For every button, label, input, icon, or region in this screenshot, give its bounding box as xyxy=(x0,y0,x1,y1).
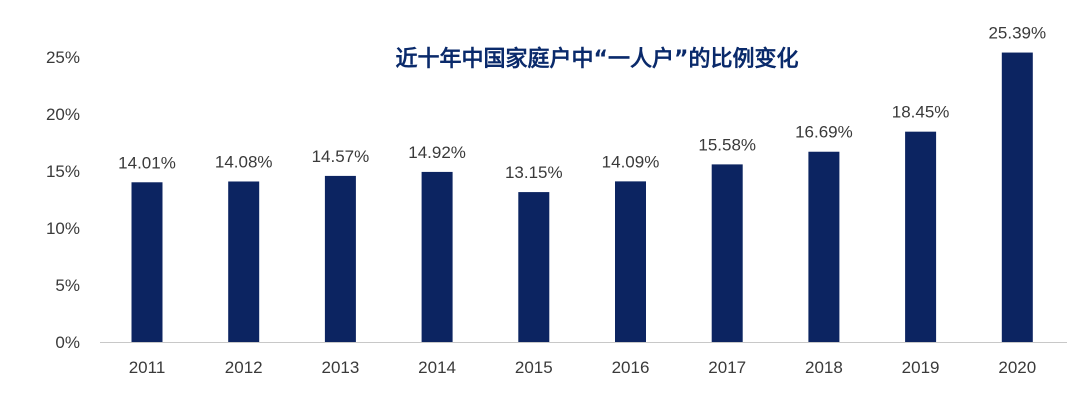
bar xyxy=(131,182,163,342)
data-label: 16.69% xyxy=(795,123,853,142)
x-tick-label: 2012 xyxy=(225,358,263,377)
data-label: 25.39% xyxy=(988,24,1046,43)
bar xyxy=(808,151,840,342)
data-label: 14.57% xyxy=(312,147,370,166)
x-tick-label: 2018 xyxy=(805,358,843,377)
bar xyxy=(518,192,550,342)
data-label: 18.45% xyxy=(892,103,950,122)
data-label: 14.92% xyxy=(408,143,466,162)
y-tick-label: 10% xyxy=(46,219,80,238)
y-tick-label: 5% xyxy=(55,276,80,295)
x-tick-label: 2011 xyxy=(129,358,166,377)
data-label: 15.58% xyxy=(698,135,756,154)
bar xyxy=(228,181,260,342)
bars: 14.01% 14.08% 14.57% 14.92% 13.15% 14.09% 15.5… xyxy=(118,24,1046,342)
x-tick-label: 2020 xyxy=(998,358,1036,377)
x-tick-label: 2013 xyxy=(321,358,359,377)
y-axis: 0% 5% 10% 15% 20% 25% xyxy=(46,48,80,352)
x-tick-label: 2019 xyxy=(902,358,940,377)
y-tick-label: 25% xyxy=(46,48,80,67)
x-tick-label: 2015 xyxy=(515,358,553,377)
bar xyxy=(324,175,356,342)
bar xyxy=(615,181,646,342)
x-tick-label: 2014 xyxy=(418,358,456,377)
data-label: 13.15% xyxy=(505,163,563,182)
x-axis: 2011 2012 2013 2014 2015 2016 2017 2018 2019 2020 xyxy=(100,342,1067,377)
bar xyxy=(421,171,453,342)
y-tick-label: 0% xyxy=(55,333,80,352)
y-tick-label: 15% xyxy=(46,162,80,181)
bar xyxy=(711,164,743,342)
y-tick-label: 20% xyxy=(46,105,80,124)
chart-title: 近十年中国家庭户中“一人户”的比例变化 xyxy=(396,46,799,72)
bar xyxy=(1001,52,1033,342)
x-tick-label: 2016 xyxy=(612,358,650,377)
data-label: 14.09% xyxy=(602,152,660,171)
bar xyxy=(905,131,937,342)
data-label: 14.08% xyxy=(215,152,273,171)
x-tick-label: 2017 xyxy=(708,358,746,377)
data-label: 14.01% xyxy=(118,153,176,172)
